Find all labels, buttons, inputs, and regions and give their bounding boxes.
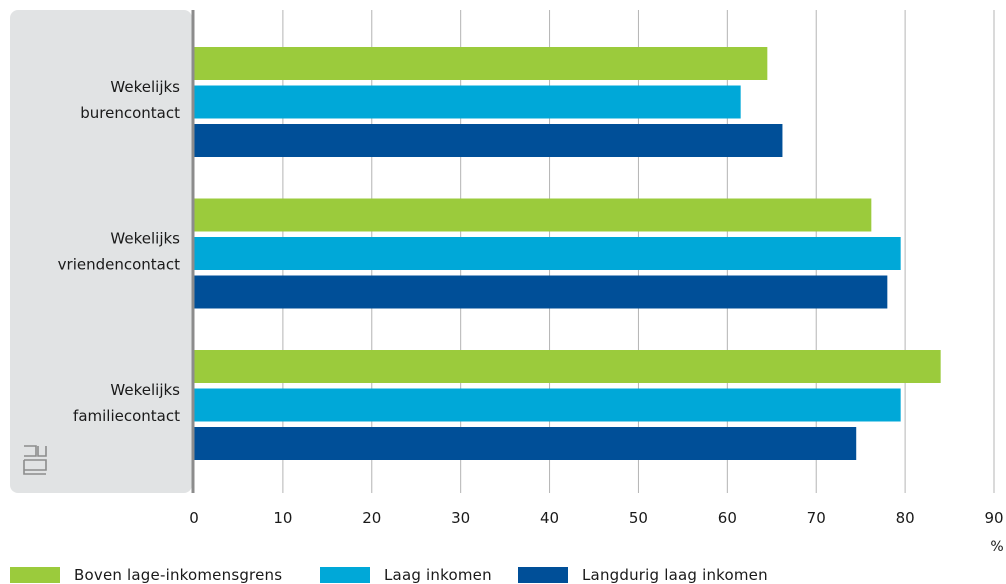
category-label: Wekelijks [110, 78, 180, 96]
x-tick-label: 50 [629, 509, 648, 527]
legend-label: Langdurig laag inkomen [582, 566, 768, 584]
bar [194, 47, 768, 80]
bar [194, 275, 888, 309]
legend-label: Boven lage-inkomensgrens [74, 566, 283, 584]
x-tick-label: 40 [540, 509, 559, 527]
x-tick-label: 20 [362, 509, 381, 527]
legend: Boven lage-inkomensgrens Laag inkomen Lang… [0, 564, 1006, 584]
x-tick-label: 90 [984, 509, 1003, 527]
legend-swatch [518, 567, 568, 583]
category-label: burencontact [80, 104, 180, 122]
legend-item: Langdurig laag inkomen [518, 566, 768, 584]
legend-swatch [10, 567, 60, 583]
bar [194, 388, 901, 422]
legend-swatch [320, 567, 370, 583]
category-label: Wekelijks [110, 230, 180, 248]
bar [194, 427, 857, 460]
legend-label: Laag inkomen [384, 566, 492, 584]
bar [194, 198, 872, 232]
legend-item: Laag inkomen [320, 566, 492, 584]
bar [194, 124, 783, 157]
bar-chart: Wekelijks burencontact Wekelijks vriendenco… [10, 10, 1004, 555]
x-tick-label: 70 [807, 509, 826, 527]
category-label: vriendencontact [58, 256, 180, 274]
x-tick-label: 10 [273, 509, 292, 527]
legend-item: Boven lage-inkomensgrens [10, 566, 282, 584]
bar [194, 85, 741, 119]
bar [194, 237, 901, 270]
bar [194, 350, 941, 383]
category-label: familiecontact [73, 407, 180, 425]
x-tick-label: 80 [896, 509, 915, 527]
cbs-logo-icon [23, 445, 47, 475]
x-tick-label: 30 [451, 509, 470, 527]
x-tick-label: 0 [189, 509, 199, 527]
category-label: Wekelijks [110, 381, 180, 399]
x-tick-label: 60 [718, 509, 737, 527]
category-label-panel [10, 10, 192, 493]
x-axis-unit: % [990, 539, 1003, 555]
